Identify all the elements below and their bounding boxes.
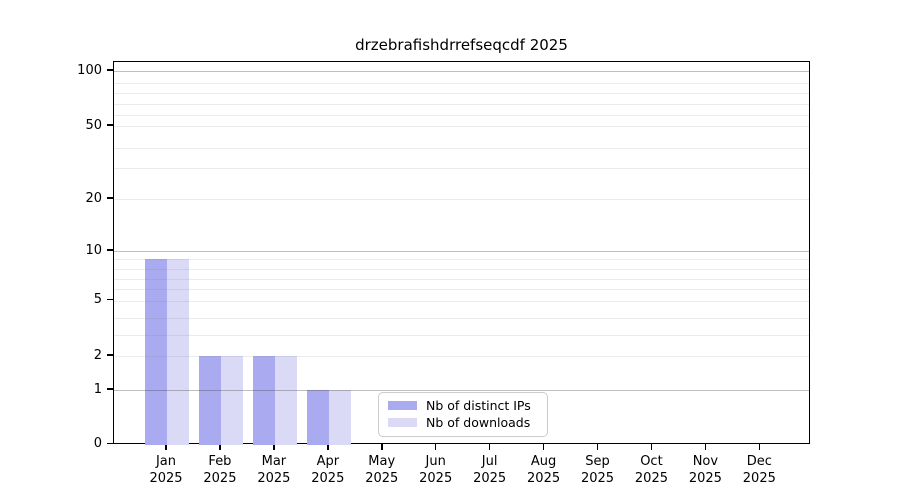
y-axis-tick [107,197,113,199]
y-axis-tick-label: 5 [93,292,102,307]
bar-downloads-mar [274,356,297,445]
y-axis-tick-label: 50 [85,117,102,133]
legend-swatch-distinct-ips [388,401,417,411]
x-axis-tick [165,443,167,450]
x-axis-tick [219,443,221,450]
gridline-minor [114,126,809,127]
y-axis-tick [107,388,113,390]
y-axis-tick-label: 0 [93,436,102,451]
legend-entry: Nb of downloads [388,414,538,431]
gridline-minor [114,259,809,260]
bar-distinct-ips-feb [198,356,221,445]
y-axis-tick-label: 100 [77,62,102,78]
gridline-minor [114,269,809,270]
bar-downloads-apr [328,390,351,445]
x-axis-tick [596,443,599,450]
legend-label: Nb of distinct IPs [426,398,531,414]
plot-area [113,61,810,445]
x-axis-tick-label: Dec 2025 [742,453,776,486]
y-axis-tick [107,69,113,71]
x-axis-tick [488,443,491,450]
gridline-major [114,71,809,73]
gridline-minor [114,334,809,336]
y-axis-tick-label: 10 [85,242,102,258]
x-axis-tick-label: Oct 2025 [634,453,668,486]
bar-downloads-feb [220,356,243,445]
gridline-major [114,251,809,253]
y-axis-tick [107,442,113,445]
x-axis-tick-label: Nov 2025 [688,453,722,486]
gridline-minor [114,147,809,149]
y-axis-tick-label: 2 [93,347,102,363]
x-axis-tick [434,443,437,450]
y-axis-tick [107,298,113,301]
x-axis-tick-label: Apr 2025 [311,453,345,486]
gridline-minor [114,167,809,169]
x-axis-tick-label: Jul 2025 [473,453,507,486]
gridline-minor [114,289,809,290]
gridline-minor [114,318,809,319]
bar-downloads-jan [167,259,189,445]
x-axis-tick-label: Aug 2025 [527,453,561,486]
legend-label: Nb of downloads [426,414,531,430]
bar-distinct-ips-jan [145,259,167,445]
x-axis-tick [327,443,329,450]
y-axis-tick [107,354,113,356]
x-axis-tick [704,443,707,450]
bar-distinct-ips-mar [252,356,275,445]
y-axis-tick-label: 20 [85,190,102,206]
chart-title: drzebrafishdrrefseqcdf 2025 [355,36,568,54]
gridline-minor [114,356,809,357]
x-axis-tick [380,443,383,450]
gridline-minor [114,93,809,94]
x-axis-tick-label: Mar 2025 [257,453,291,486]
y-axis-tick-label: 1 [93,381,102,397]
legend-swatch-downloads [388,417,417,427]
x-axis-tick [650,443,653,450]
gridline-minor [114,115,809,116]
y-axis-tick [107,249,113,251]
x-axis-tick-label: Jan 2025 [149,453,183,486]
x-axis-tick-label: Jun 2025 [419,453,453,486]
y-axis-tick [107,124,113,126]
legend-entry: Nb of distinct IPs [388,398,538,415]
gridline-minor [114,279,809,280]
bar-distinct-ips-apr [306,390,329,445]
x-axis-tick [542,443,545,450]
gridline-minor [114,83,809,84]
gridline-minor [114,300,809,302]
x-axis-tick-label: May 2025 [365,453,399,486]
legend: Nb of distinct IPs Nb of downloads [378,391,548,437]
gridline-minor [114,199,809,200]
x-axis-tick-label: Feb 2025 [203,453,237,486]
x-axis-tick [273,443,275,450]
gridline-major [114,390,809,392]
x-axis-tick [758,443,761,450]
gridline-minor [114,104,809,105]
x-axis-tick-label: Sep 2025 [580,453,615,486]
